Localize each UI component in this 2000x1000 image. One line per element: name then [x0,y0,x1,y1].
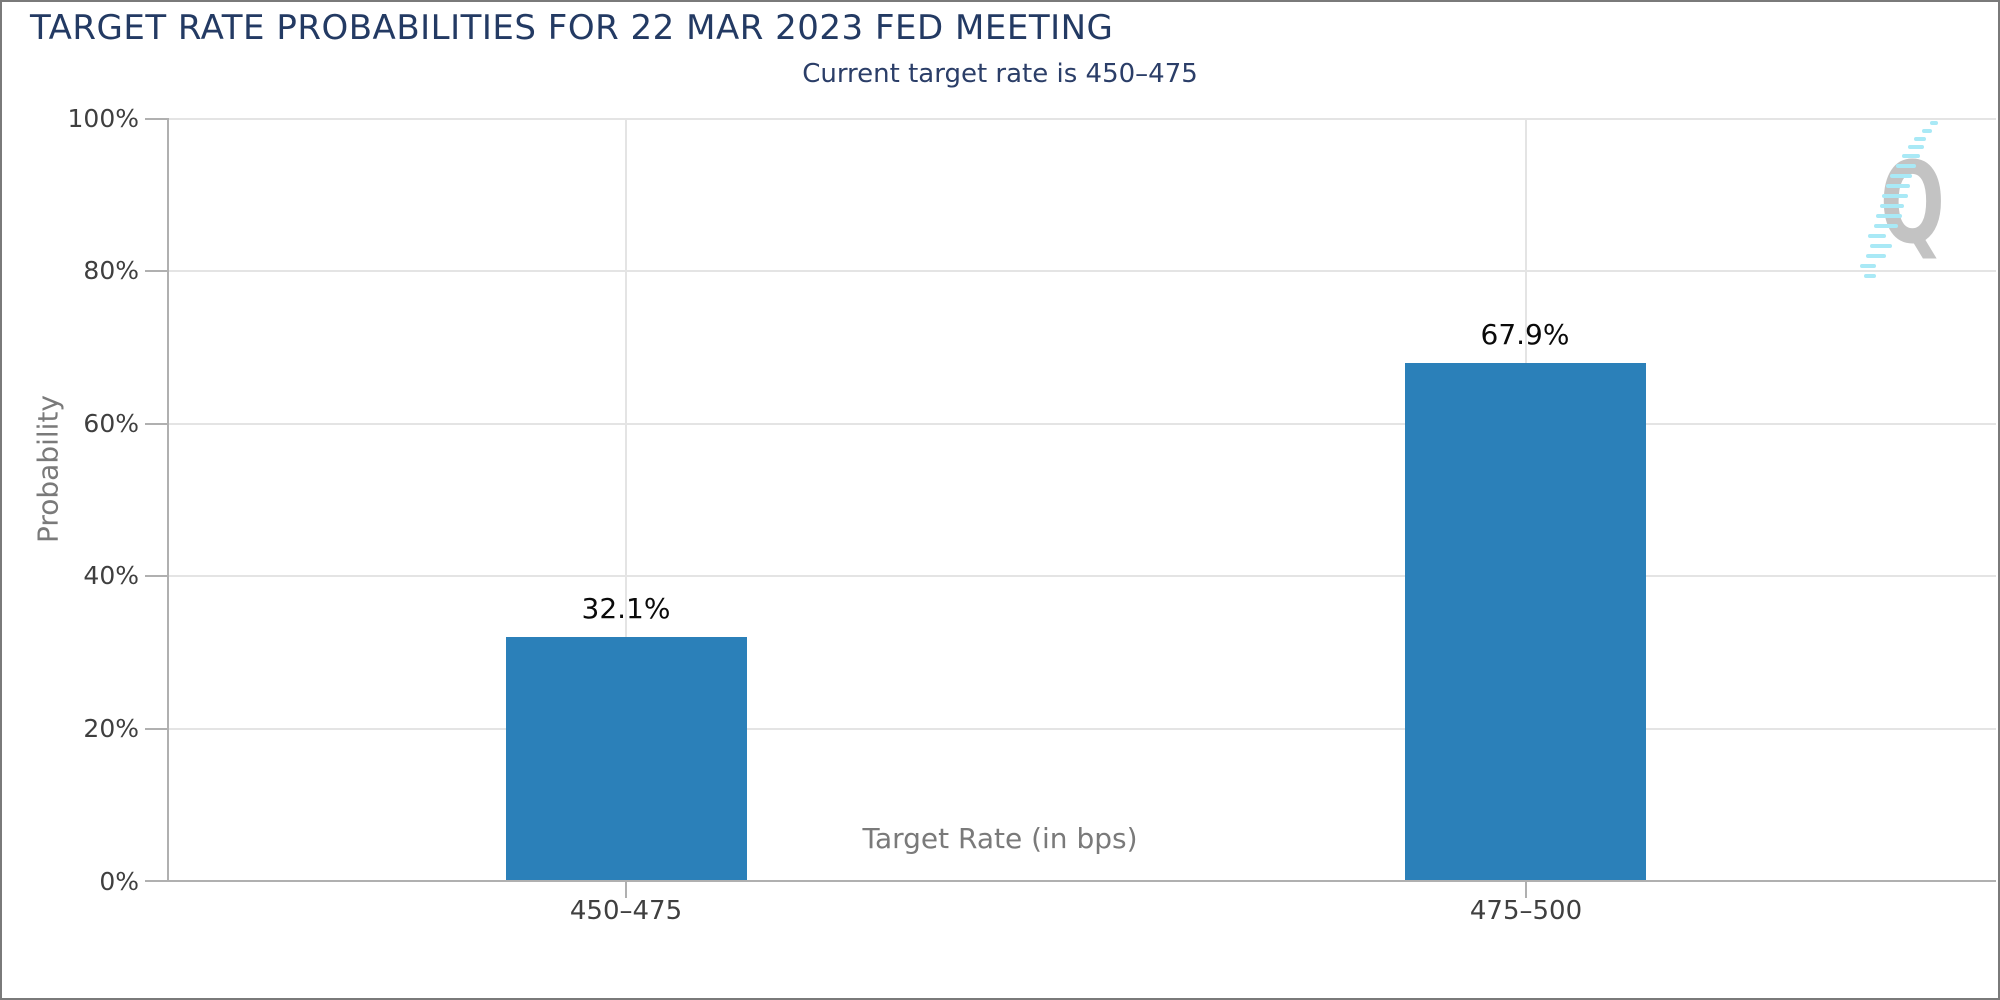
y-tick [145,118,167,120]
y-axis-tick-labels: 100% 80% 60% 40% 20% 0% [2,106,139,894]
chart-title: TARGET RATE PROBABILITIES FOR 22 MAR 202… [30,8,1114,48]
chart-subtitle: Current target rate is 450–475 [802,59,1198,89]
gridline-80pct [169,270,1996,272]
plot-area: 32.1% 67.9% 450–475 475–500 [145,118,1996,926]
y-tick [145,728,167,730]
gridline-20pct [169,728,1996,730]
bar-value-label-450-475: 32.1% [581,591,671,625]
y-tick-label-40: 40% [83,561,139,590]
y-tick-label-80: 80% [83,256,139,285]
y-axis-title: Probability [31,394,65,544]
y-tick [145,270,167,272]
gridline-40pct [169,575,1996,577]
bar-475-500 [1405,363,1646,882]
y-tick [145,423,167,425]
x-tick [1525,882,1527,898]
q-watermark-swoosh-icon [1860,121,1938,278]
y-tick [145,880,167,882]
bar-value-label-475-500: 67.9% [1480,318,1570,352]
x-axis-line [167,880,1996,882]
x-tick-label-450-475: 450–475 [569,896,683,926]
y-tick [145,575,167,577]
x-tick [625,882,627,898]
y-tick-label-0: 0% [99,867,139,896]
vertical-gridline-450-475 [625,118,627,882]
y-tick-label-100: 100% [67,104,139,133]
bar-450-475 [506,636,747,882]
y-tick-label-60: 60% [83,409,139,438]
gridline-100pct [169,118,1996,120]
y-tick-label-20: 20% [83,714,139,743]
x-axis-title: Target Rate (in bps) [862,822,1138,855]
x-tick-label-475-500: 475–500 [1469,896,1583,926]
gridline-60pct [169,423,1996,425]
